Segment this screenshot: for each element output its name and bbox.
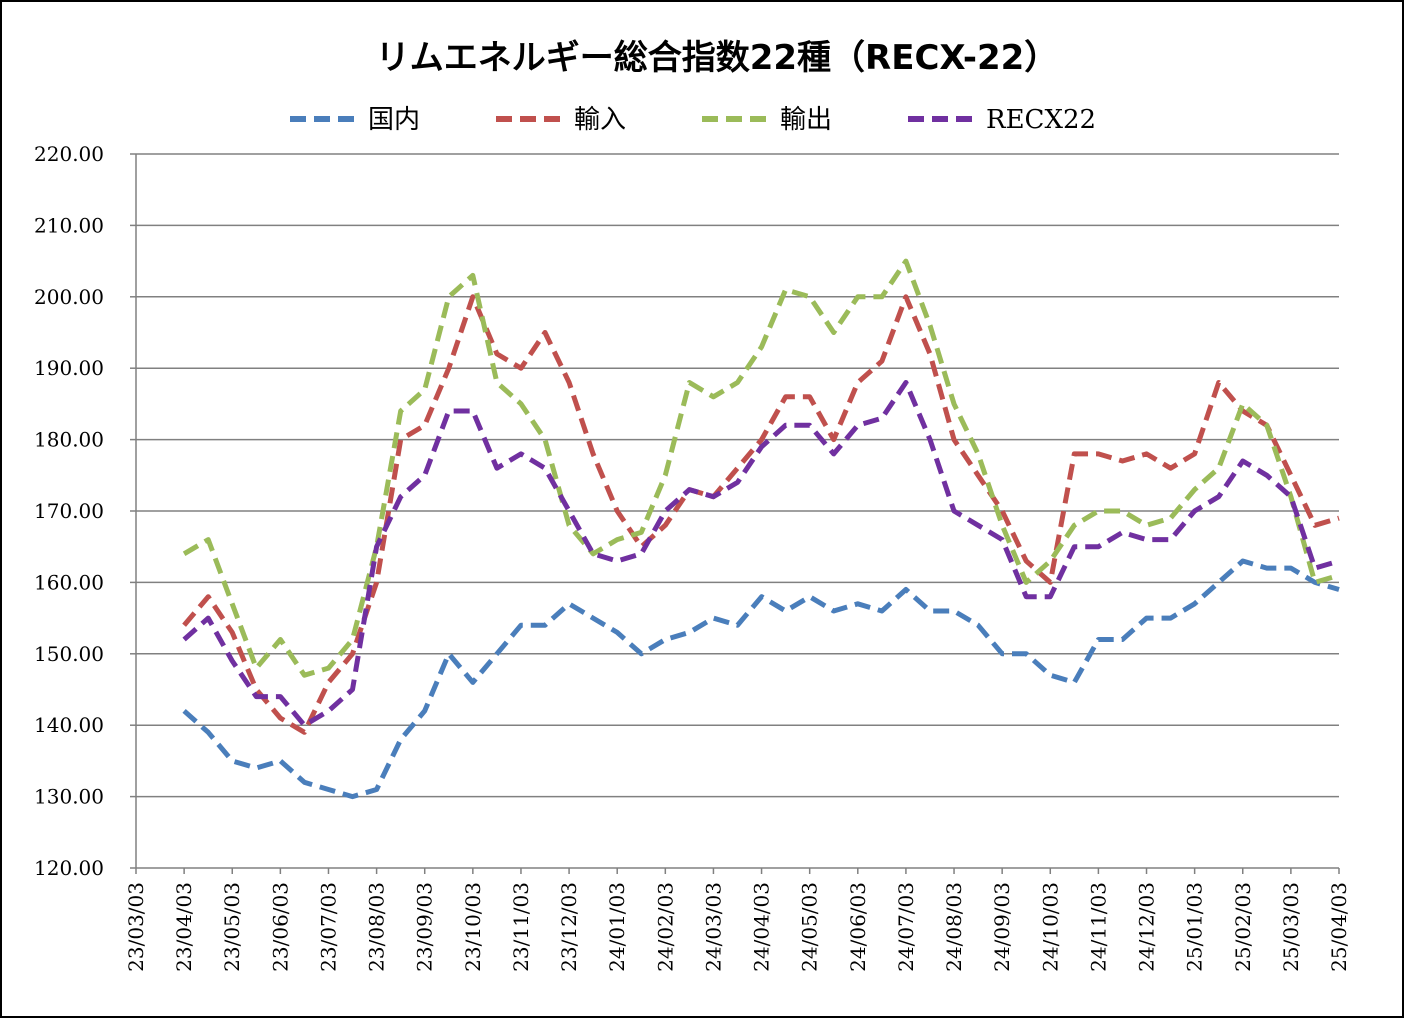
legend-label-export: 輸出 bbox=[780, 105, 832, 135]
x-tick-label: 24/02/03 bbox=[653, 882, 677, 972]
x-tick-label: 23/06/03 bbox=[268, 882, 292, 972]
x-tick-label: 24/04/03 bbox=[750, 882, 774, 972]
legend-item-domestic: 国内 bbox=[290, 105, 420, 135]
legend-label-recx22: RECX22 bbox=[986, 105, 1096, 135]
x-tick-label: 24/10/03 bbox=[1038, 882, 1062, 972]
x-tick-label: 23/09/03 bbox=[413, 882, 437, 972]
x-tick-label: 23/11/03 bbox=[509, 882, 533, 972]
y-tick-label: 190.00 bbox=[34, 356, 104, 380]
x-tick-label: 23/12/03 bbox=[557, 882, 581, 972]
x-tick-label: 24/03/03 bbox=[701, 882, 725, 972]
x-tick-label: 24/06/03 bbox=[846, 882, 870, 972]
x-tick-label: 24/12/03 bbox=[1135, 882, 1159, 972]
series-domestic-line bbox=[182, 558, 1340, 800]
series-import-line bbox=[182, 294, 1340, 735]
y-tick-label: 210.00 bbox=[34, 213, 104, 237]
legend-item-import: 輸入 bbox=[496, 105, 626, 135]
chart-title: リムエネルギー総合指数22種（RECX-22） bbox=[376, 38, 1059, 78]
legend: 国内 輸入 輸出 RECX22 bbox=[290, 105, 1096, 135]
y-tick-label: 200.00 bbox=[34, 285, 104, 309]
x-tick-label: 25/01/03 bbox=[1183, 882, 1207, 972]
plot-lines bbox=[182, 258, 1340, 800]
y-tick-label: 220.00 bbox=[34, 142, 104, 166]
y-axis: 120.00 130.00 140.00 150.00 160.00 170.00 180.… bbox=[34, 142, 137, 880]
x-tick-label: 24/01/03 bbox=[605, 882, 629, 972]
x-tick-label: 24/08/03 bbox=[942, 882, 966, 972]
y-tick-label: 120.00 bbox=[34, 856, 104, 880]
legend-item-export: 輸出 bbox=[702, 105, 832, 135]
x-axis: 23/03/03 23/04/03 23/05/03 23/06/03 23/07/03… bbox=[124, 868, 1351, 972]
gridlines bbox=[136, 153, 1339, 869]
x-tick-label: 25/04/03 bbox=[1327, 882, 1351, 972]
x-tick-label: 24/05/03 bbox=[798, 882, 822, 972]
x-tick-label: 24/07/03 bbox=[894, 882, 918, 972]
series-recx22-line bbox=[182, 380, 1340, 728]
x-tick-label: 23/10/03 bbox=[461, 882, 485, 972]
y-tick-label: 170.00 bbox=[34, 499, 104, 523]
y-tick-label: 130.00 bbox=[34, 785, 104, 809]
y-tick-label: 180.00 bbox=[34, 428, 104, 452]
y-tick-label: 150.00 bbox=[34, 642, 104, 666]
x-tick-label: 24/09/03 bbox=[990, 882, 1014, 972]
legend-item-recx22: RECX22 bbox=[908, 105, 1096, 135]
y-tick-label: 160.00 bbox=[34, 570, 104, 594]
y-tick-label: 140.00 bbox=[34, 713, 104, 737]
series-export-line bbox=[182, 258, 1340, 678]
x-tick-label: 23/07/03 bbox=[316, 882, 340, 972]
legend-label-domestic: 国内 bbox=[368, 105, 420, 135]
legend-label-import: 輸入 bbox=[574, 105, 626, 135]
x-tick-label: 23/05/03 bbox=[220, 882, 244, 972]
x-tick-label: 23/08/03 bbox=[365, 882, 389, 972]
x-tick-label: 23/04/03 bbox=[172, 882, 196, 972]
x-tick-label: 24/11/03 bbox=[1086, 882, 1110, 972]
x-tick-label: 25/02/03 bbox=[1231, 882, 1255, 972]
x-tick-label: 23/03/03 bbox=[124, 882, 148, 972]
x-tick-label: 25/03/03 bbox=[1279, 882, 1303, 972]
